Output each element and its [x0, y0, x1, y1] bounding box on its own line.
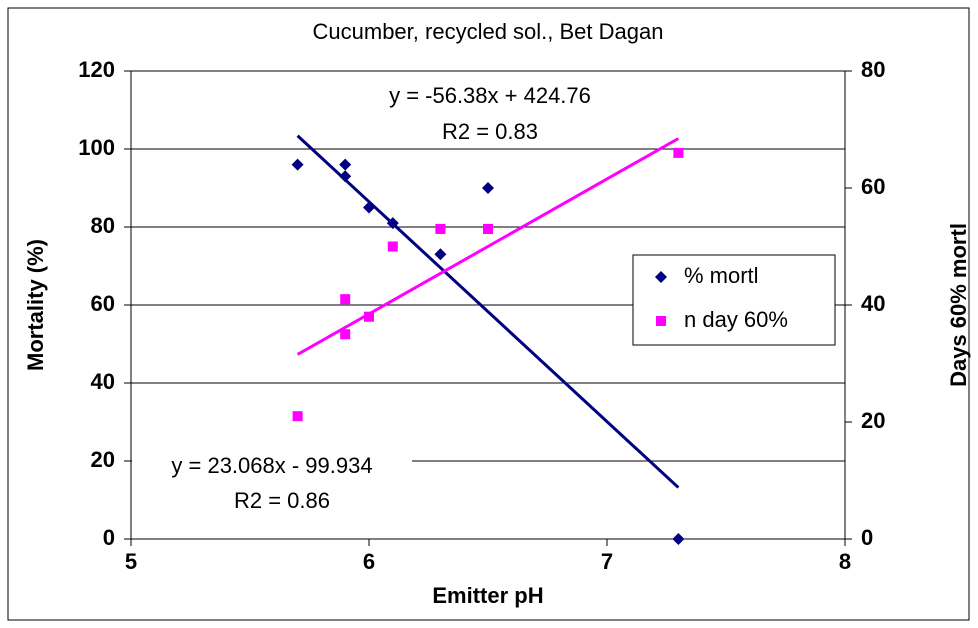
- y-axis-title: Mortality (%): [23, 239, 48, 371]
- point: [483, 223, 493, 234]
- y-tick-label: 100: [78, 135, 115, 160]
- y-tick-label: 40: [91, 369, 115, 394]
- x-axis-title: Emitter pH: [432, 583, 543, 608]
- point: [435, 223, 446, 234]
- y2-tick-label: 60: [861, 174, 885, 199]
- x-tick-label: 7: [601, 549, 613, 574]
- x-tick-label: 6: [363, 549, 375, 574]
- point: [339, 158, 352, 171]
- y-tick-label: 60: [91, 291, 115, 316]
- annotation-bg: [132, 453, 412, 481]
- y-tick-label: 20: [91, 447, 115, 472]
- y2-tick-label: 40: [861, 291, 885, 316]
- point: [434, 248, 447, 261]
- y-tick-label: 0: [103, 525, 115, 550]
- y2-tick-label: 20: [861, 408, 885, 433]
- legend-marker: [655, 271, 667, 283]
- trendline-equation: y = -56.38x + 424.76: [389, 83, 591, 108]
- chart-title: Cucumber, recycled sol., Bet Dagan: [313, 19, 664, 44]
- annotation-bg: [212, 488, 352, 516]
- trendline-r2: R2 = 0.86: [234, 488, 330, 513]
- point: [291, 158, 304, 171]
- x-tick-label: 5: [125, 549, 137, 574]
- point: [386, 217, 399, 230]
- point: [363, 201, 375, 214]
- point: [387, 241, 398, 252]
- y2-axis-title: Days 60% mortl: [946, 223, 971, 387]
- point: [340, 294, 351, 305]
- legend-label: n day 60%: [684, 307, 788, 332]
- point: [339, 170, 352, 183]
- y2-tick-label: 0: [861, 525, 873, 550]
- point: [292, 411, 303, 422]
- trendline: [296, 137, 680, 356]
- point: [340, 329, 351, 340]
- x-tick-label: 8: [839, 549, 851, 574]
- legend-label: % mortl: [684, 263, 759, 288]
- legend: [632, 254, 836, 346]
- y2-tick-label: 80: [861, 57, 885, 82]
- legend-marker: [656, 316, 666, 326]
- trendline: [296, 134, 680, 489]
- y-tick-label: 120: [78, 57, 115, 82]
- annotation-bg: [350, 83, 630, 111]
- y-tick-label: 80: [91, 213, 115, 238]
- trendline-equation: y = 23.068x - 99.934: [171, 453, 372, 478]
- point: [482, 182, 494, 194]
- point: [672, 533, 685, 545]
- trendline-r2: R2 = 0.83: [442, 119, 538, 144]
- point: [673, 147, 684, 158]
- annotation-bg: [420, 119, 560, 147]
- point: [364, 311, 374, 322]
